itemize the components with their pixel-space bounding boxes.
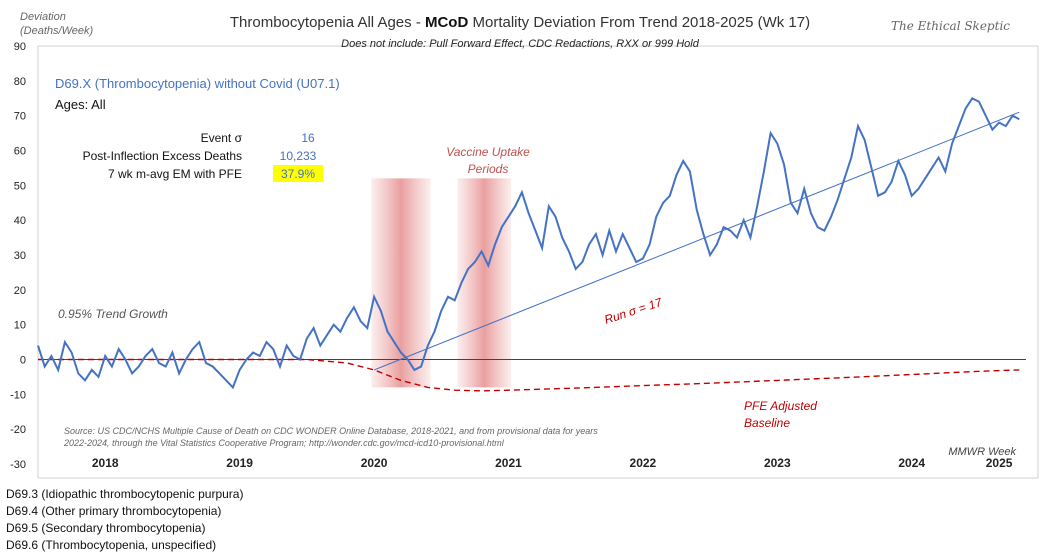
pfe-label-line1: PFE Adjusted bbox=[744, 399, 817, 413]
stat-excess-deaths-label: Post-Inflection Excess Deaths bbox=[83, 149, 242, 163]
footnote-d69-4: D69.4 (Other primary thrombocytopenia) bbox=[6, 504, 222, 518]
x-year-label: 2024 bbox=[898, 456, 925, 470]
y-tick-label: 60 bbox=[14, 146, 26, 158]
ages-label: Ages: All bbox=[55, 97, 106, 112]
stat-event-sigma-label: Event σ bbox=[201, 131, 243, 145]
y-axis-label-line1: Deviation bbox=[20, 11, 66, 23]
y-tick-label: -30 bbox=[10, 459, 26, 471]
y-axis-ticks: -30 -20 -10 0 10 20 30 40 50 60 70 80 90 bbox=[10, 41, 26, 471]
y-tick-label: 80 bbox=[14, 76, 26, 88]
x-axis-year-labels: 2018 2019 2020 2021 2022 2023 2024 2025 bbox=[92, 456, 1013, 470]
pfe-label-line2: Baseline bbox=[744, 416, 790, 430]
y-axis-label-line2: (Deaths/Week) bbox=[20, 25, 93, 37]
trend-growth-label: 0.95% Trend Growth bbox=[58, 307, 168, 321]
source-line2: 2022-2024, through the Vital Statistics … bbox=[63, 438, 505, 448]
y-tick-label: 10 bbox=[14, 320, 26, 332]
y-tick-label: 40 bbox=[14, 215, 26, 227]
vaccine-uptake-band bbox=[371, 178, 431, 388]
stat-event-sigma-value: 16 bbox=[301, 131, 315, 145]
x-year-label: 2019 bbox=[226, 456, 253, 470]
stat-excess-deaths-value: 10,233 bbox=[280, 149, 317, 163]
x-year-label: 2018 bbox=[92, 456, 119, 470]
x-year-label: 2025 bbox=[986, 456, 1013, 470]
footnote-d69-6: D69.6 (Thrombocytopenia, unspecified) bbox=[6, 538, 217, 552]
source-line1: Source: US CDC/NCHS Multiple Cause of De… bbox=[64, 426, 598, 436]
stat-highlight-box bbox=[273, 165, 323, 182]
x-axis-label: MMWR Week bbox=[948, 446, 1016, 458]
chart-subtitle: Does not include: Pull Forward Effect, C… bbox=[341, 38, 700, 50]
plot-area bbox=[37, 45, 1039, 479]
y-tick-label: -20 bbox=[10, 424, 26, 436]
vaccine-label-line1: Vaccine Uptake bbox=[446, 145, 530, 159]
vaccine-uptake-bands bbox=[371, 178, 512, 388]
footnote-d69-5: D69.5 (Secondary thrombocytopenia) bbox=[6, 521, 206, 535]
trend-line bbox=[373, 111, 1020, 371]
x-year-label: 2021 bbox=[495, 456, 522, 470]
brand-watermark: The Ethical Skeptic bbox=[891, 19, 1010, 33]
x-year-label: 2020 bbox=[361, 456, 388, 470]
y-tick-label: 0 bbox=[20, 355, 26, 367]
y-tick-label: 90 bbox=[14, 41, 26, 53]
run-sigma-label: Run σ = 17 bbox=[603, 295, 665, 327]
series-label: D69.X (Thrombocytopenia) without Covid (… bbox=[55, 76, 340, 91]
y-tick-label: 20 bbox=[14, 285, 26, 297]
stat-em-label: 7 wk m-avg EM with PFE bbox=[108, 167, 242, 181]
x-year-label: 2023 bbox=[764, 456, 791, 470]
series-line bbox=[37, 97, 1020, 390]
mortality-deviation-chart: Thrombocytopenia All Ages - MCoD Mortali… bbox=[10, 11, 1039, 479]
pfe-baseline-line bbox=[38, 358, 1020, 392]
chart-title: Thrombocytopenia All Ages - MCoD Mortali… bbox=[230, 14, 810, 31]
footnote-d69-3: D69.3 (Idiopathic thrombocytopenic purpu… bbox=[6, 487, 244, 501]
y-tick-label: 70 bbox=[14, 111, 26, 123]
stat-em-value: 37.9% bbox=[281, 167, 315, 181]
y-tick-label: 50 bbox=[14, 180, 26, 192]
vaccine-uptake-band bbox=[457, 178, 512, 388]
vaccine-label-line2: Periods bbox=[468, 162, 509, 176]
y-tick-label: 30 bbox=[14, 250, 26, 262]
x-year-label: 2022 bbox=[630, 456, 657, 470]
y-tick-label: -10 bbox=[10, 389, 26, 401]
